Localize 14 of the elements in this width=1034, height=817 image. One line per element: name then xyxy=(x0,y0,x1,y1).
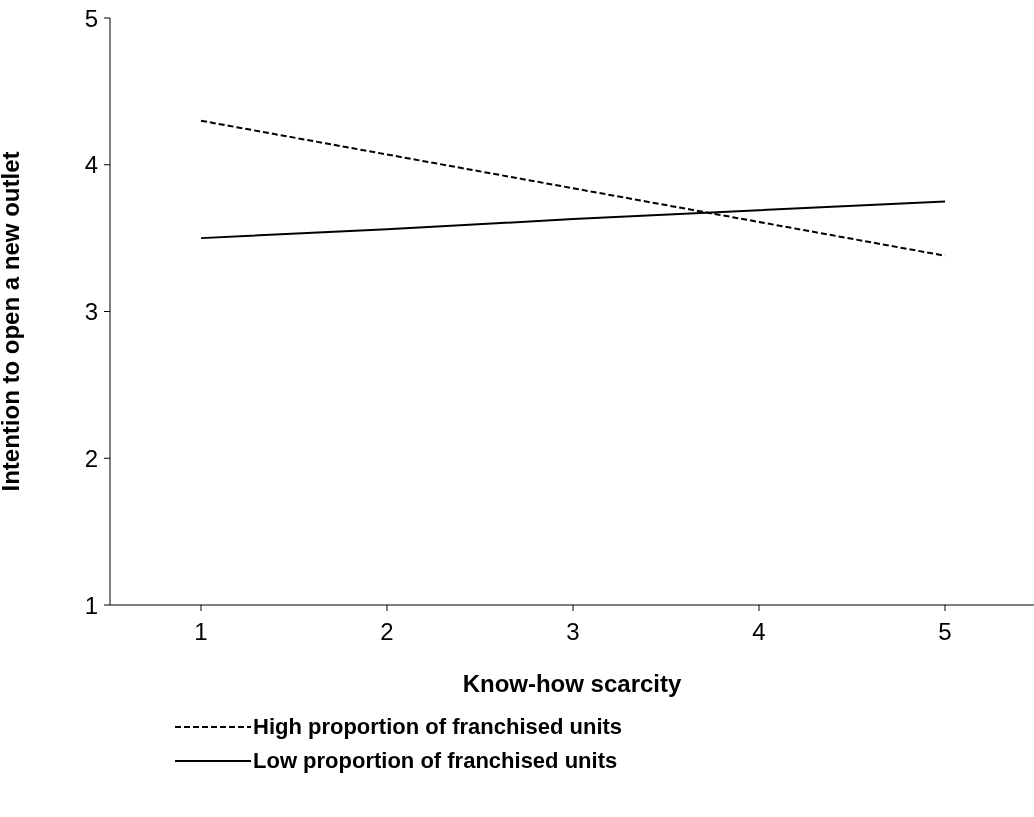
y-tick-label: 2 xyxy=(84,444,98,472)
x-tick-label: 5 xyxy=(938,618,952,646)
x-tick-label: 1 xyxy=(194,618,208,646)
x-tick-label: 2 xyxy=(380,618,394,646)
legend-label: High proportion of franchised units xyxy=(253,714,623,740)
y-tick-label: 5 xyxy=(84,4,98,32)
y-tick-label: 3 xyxy=(84,298,98,326)
legend-label: Low proportion of franchised units xyxy=(253,748,618,774)
y-axis-title: Intention to open a new outlet xyxy=(0,151,24,492)
x-tick-label: 3 xyxy=(566,618,580,646)
x-axis-title: Know-how scarcity xyxy=(462,670,682,697)
x-tick-label: 4 xyxy=(752,618,766,646)
y-tick-label: 1 xyxy=(84,591,98,619)
y-tick-label: 4 xyxy=(84,151,98,179)
